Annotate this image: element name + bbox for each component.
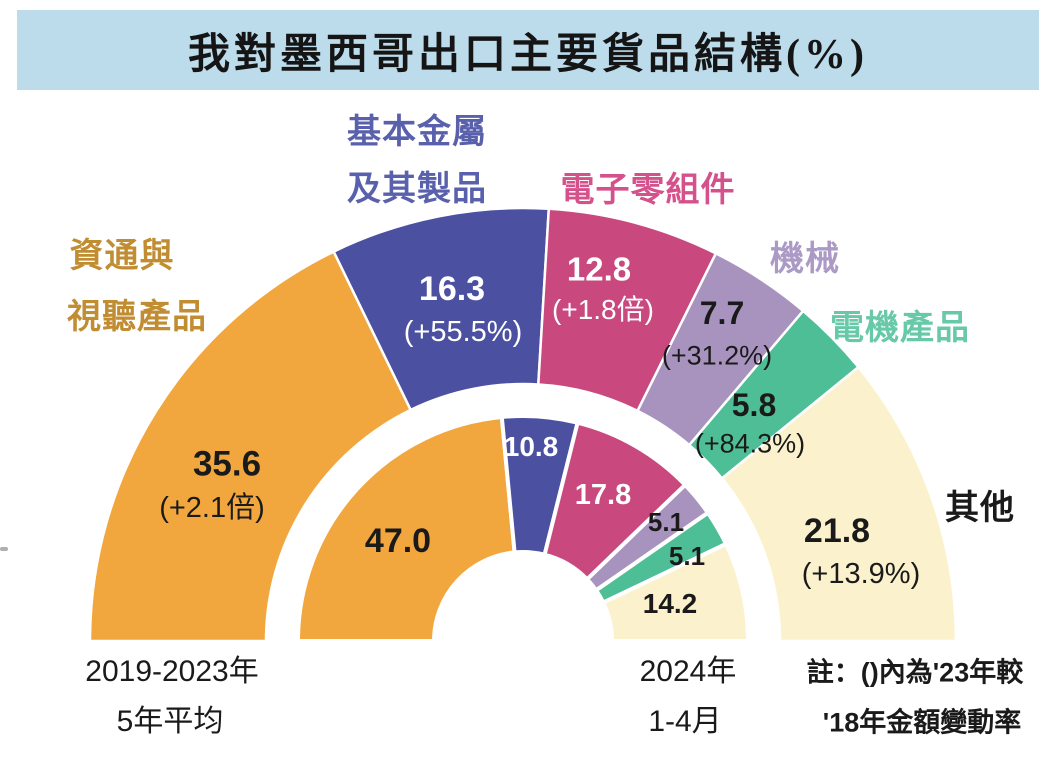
category-label-ict-av-line2: 視聽產品 xyxy=(67,298,207,336)
inner-value-label-0: 47.0 xyxy=(365,522,431,560)
outer-value-label-1: 16.3 xyxy=(419,270,485,308)
outer-change-label-1: (+55.5%) xyxy=(404,316,522,348)
category-label-ict-av-line1: 資通與 xyxy=(69,237,175,275)
category-label-base-metals-line2: 及其製品 xyxy=(347,170,487,208)
footnote-line1: 註：()內為'23年較 xyxy=(806,657,1024,688)
category-label-electrical-products: 電機產品 xyxy=(830,309,970,347)
inner-wedge-5 xyxy=(601,541,751,643)
inner-wedge-0 xyxy=(296,415,517,643)
outer-change-label-4: (+84.3%) xyxy=(695,428,805,458)
outer-ring-period-line1: 2019-2023年 xyxy=(85,655,259,688)
outer-value-label-5: 21.8 xyxy=(804,512,870,550)
outer-value-label-2: 12.8 xyxy=(567,251,631,288)
category-label-machinery: 機械 xyxy=(770,240,840,278)
category-label-electronic-components: 電子零組件 xyxy=(560,171,736,209)
outer-value-label-4: 5.8 xyxy=(732,387,776,423)
chart-title: 我對墨西哥出口主要貨品結構(%) xyxy=(188,31,868,78)
footnote-line2: '18年金額變動率 xyxy=(822,707,1022,738)
inner-value-label-5: 14.2 xyxy=(643,588,698,619)
outer-change-label-0: (+2.1倍) xyxy=(159,491,265,524)
category-label-base-metals-line1: 基本金屬 xyxy=(347,113,487,151)
outer-wedge-0 xyxy=(88,250,412,643)
page-edge-artifact xyxy=(0,547,8,551)
inner-value-label-2: 17.8 xyxy=(575,479,631,511)
inner-value-label-3: 5.1 xyxy=(648,507,684,537)
inner-ring-period-line2: 1-4月 xyxy=(648,705,722,738)
outer-change-label-2: (+1.8倍) xyxy=(552,294,654,325)
chart-title-bar: 我對墨西哥出口主要貨品結構(%) xyxy=(17,10,1039,90)
category-label-others: 其他 xyxy=(945,489,1015,527)
outer-value-label-3: 7.7 xyxy=(700,295,744,331)
outer-change-label-5: (+13.9%) xyxy=(802,558,920,590)
outer-value-label-0: 35.6 xyxy=(193,444,261,483)
inner-value-label-4: 5.1 xyxy=(669,541,705,571)
outer-change-label-3: (+31.2%) xyxy=(662,340,772,370)
inner-ring-period-line1: 2024年 xyxy=(639,655,737,688)
inner-value-label-1: 10.8 xyxy=(504,431,559,462)
outer-wedge-5 xyxy=(720,365,958,643)
outer-ring-period-line2: 5年平均 xyxy=(116,705,224,738)
